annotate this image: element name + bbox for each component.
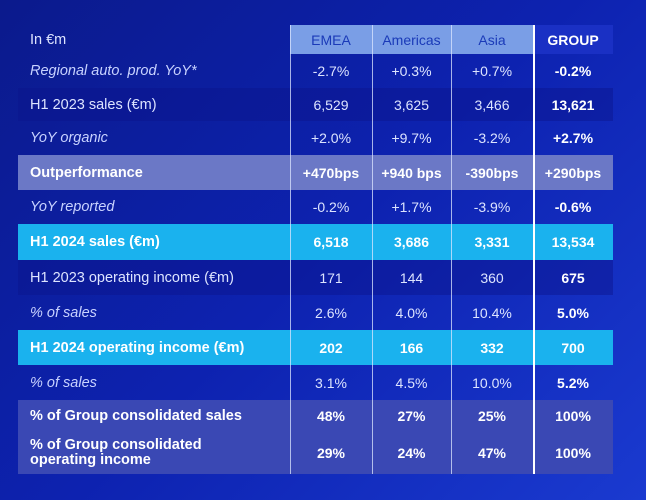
table-row: % of sales 2.6% 4.0% 10.4% 5.0%	[18, 295, 613, 330]
cell-group: -0.6%	[554, 199, 592, 215]
row-label: H1 2024 operating income (€m)	[30, 339, 245, 356]
cell-group: -0.2%	[554, 63, 592, 79]
table-row: YoY reported -0.2% +1.7% -3.9% -0.6%	[18, 190, 613, 224]
row-label: % of sales	[30, 374, 97, 391]
col-americas: Americas	[372, 25, 451, 54]
cell-asia: 3,331	[474, 234, 510, 250]
cell-americas: +1.7%	[391, 199, 432, 215]
cell-emea: +470bps	[302, 164, 360, 181]
cell-group: 13,534	[551, 234, 595, 250]
cell-group: 675	[561, 269, 585, 286]
table-row: Regional auto. prod. YoY* -2.7% +0.3% +0.7%…	[18, 54, 613, 88]
cell-group: 700	[561, 339, 585, 356]
cell-americas: 4.5%	[395, 374, 428, 391]
cell-americas: 166	[399, 339, 424, 356]
regional-results-table: In €m EMEA Americas Asia GROUP Regional …	[18, 25, 613, 474]
table-row: H1 2024 sales (€m) 6,518 3,686 3,331 13,534	[18, 224, 613, 260]
cell-group: 5.2%	[557, 374, 589, 391]
row-label: % of Group consolidated operating income	[30, 437, 202, 468]
cell-asia: 3,466	[474, 96, 510, 113]
column-divider	[533, 25, 535, 474]
cell-asia: -390bps	[465, 164, 519, 181]
cell-group: 100%	[555, 445, 591, 461]
cell-emea: 6,529	[313, 96, 349, 113]
cell-emea: 3.1%	[315, 374, 347, 391]
cell-americas: 3,686	[393, 234, 430, 250]
row-label: % of sales	[30, 304, 97, 321]
cell-emea: 6,518	[313, 234, 349, 250]
table-row: Outperformance +470bps +940 bps -390bps +290…	[18, 155, 613, 190]
cell-group: 100%	[555, 408, 591, 424]
cell-americas: 24%	[397, 445, 426, 461]
table-row: H1 2023 operating income (€m) 171 144 360 67…	[18, 260, 613, 295]
table-row: % of Group consolidated operating income…	[18, 432, 613, 474]
cell-emea: 171	[319, 269, 343, 286]
col-asia: Asia	[451, 25, 533, 54]
col-emea: EMEA	[290, 25, 372, 54]
cell-asia: 360	[480, 269, 504, 286]
cell-asia: 332	[480, 339, 504, 356]
cell-asia: 10.0%	[472, 374, 512, 391]
cell-emea: +2.0%	[310, 130, 352, 146]
column-divider	[451, 25, 452, 474]
table-header: In €m EMEA Americas Asia GROUP	[18, 25, 613, 54]
cell-group: 5.0%	[557, 304, 589, 321]
cell-americas: +940 bps	[381, 164, 442, 181]
cell-group: +2.7%	[552, 130, 594, 146]
cell-emea: -2.7%	[312, 63, 350, 79]
column-divider	[290, 25, 291, 474]
row-label: YoY organic	[30, 130, 108, 146]
cell-asia: 10.4%	[472, 304, 512, 321]
row-label: H1 2023 operating income (€m)	[30, 269, 234, 286]
row-label: % of Group consolidated sales	[30, 408, 242, 424]
unit-label: In €m	[30, 31, 67, 48]
cell-group: 13,621	[551, 96, 595, 113]
cell-americas: 3,625	[393, 96, 430, 113]
row-label: Outperformance	[30, 164, 143, 181]
col-group: GROUP	[533, 25, 613, 54]
cell-asia: -3.2%	[473, 130, 511, 146]
table-row: % of Group consolidated sales 48% 27% 25% 10…	[18, 400, 613, 432]
cell-emea: 29%	[316, 445, 346, 461]
cell-asia: 25%	[477, 408, 507, 424]
cell-group: +290bps	[544, 164, 602, 181]
cell-asia: 47%	[477, 445, 507, 461]
table-row: H1 2024 operating income (€m) 202 166 332 70…	[18, 330, 613, 365]
cell-americas: 27%	[397, 408, 426, 424]
row-label: H1 2024 sales (€m)	[30, 234, 160, 250]
cell-americas: 144	[399, 269, 424, 286]
cell-americas: +9.7%	[391, 130, 432, 146]
row-label: YoY reported	[30, 199, 115, 215]
cell-emea: 2.6%	[315, 304, 347, 321]
cell-americas: +0.3%	[391, 63, 432, 79]
cell-asia: +0.7%	[471, 63, 513, 79]
cell-americas: 4.0%	[395, 304, 428, 321]
cell-emea: -0.2%	[312, 199, 350, 215]
cell-asia: -3.9%	[473, 199, 511, 215]
table-row: % of sales 3.1% 4.5% 10.0% 5.2%	[18, 365, 613, 400]
table-row: H1 2023 sales (€m) 6,529 3,625 3,466 13,621	[18, 88, 613, 121]
cell-emea: 48%	[316, 408, 346, 424]
column-divider	[372, 25, 373, 474]
table-row: YoY organic +2.0% +9.7% -3.2% +2.7%	[18, 121, 613, 155]
row-label: Regional auto. prod. YoY*	[30, 63, 197, 79]
row-label: H1 2023 sales (€m)	[30, 96, 157, 113]
cell-emea: 202	[319, 339, 343, 356]
